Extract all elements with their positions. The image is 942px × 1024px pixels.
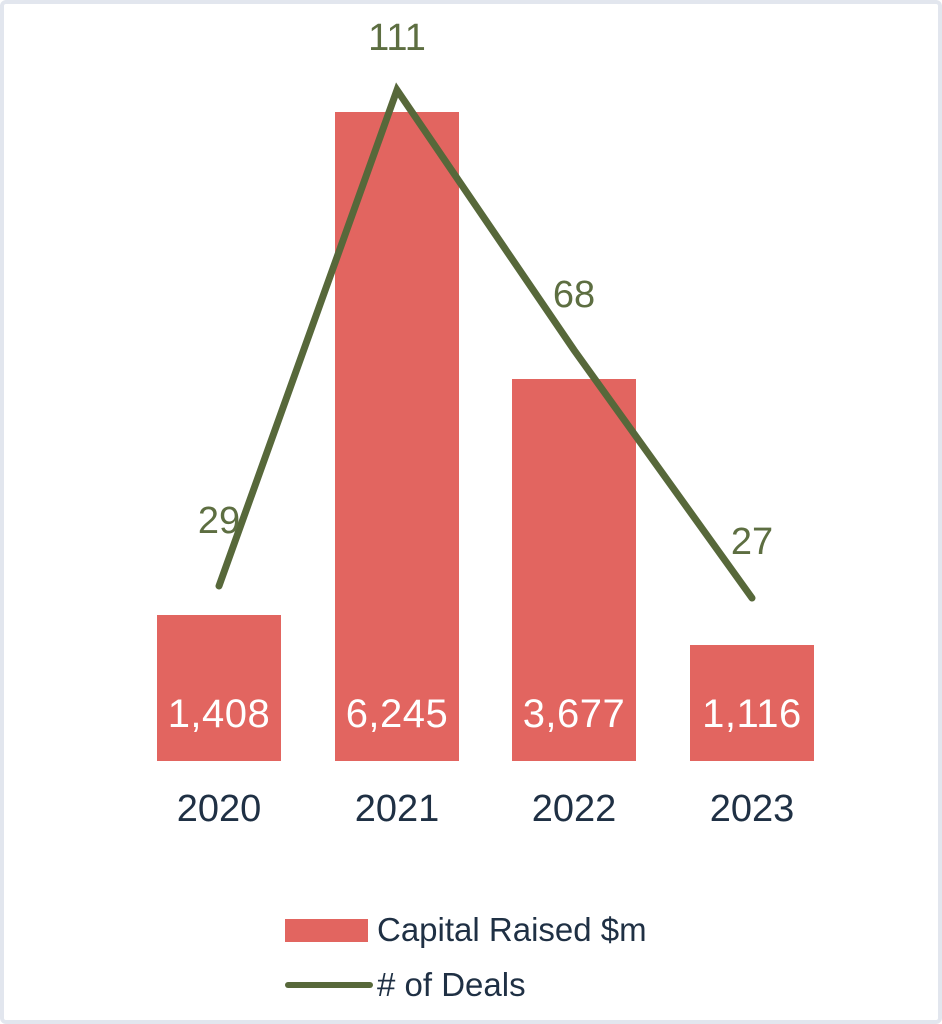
legend-bar-swatch-icon — [285, 918, 368, 942]
legend-label-capital-raised: Capital Raised $m — [377, 911, 647, 948]
legend-line-swatch-icon — [285, 982, 373, 988]
deal-value-label: 29 — [197, 500, 241, 542]
bar-2023 — [690, 645, 814, 761]
x-axis-label-2021: 2021 — [354, 788, 440, 830]
x-axis-label-2020: 2020 — [176, 788, 262, 830]
legend-item-capital-raised: Capital Raised $m — [285, 908, 647, 952]
bar-value-label: 6,245 — [345, 692, 449, 736]
legend-label-deals: # of Deals — [377, 966, 526, 1003]
deal-value-label: 68 — [552, 274, 596, 316]
deal-value-label: 111 — [368, 17, 426, 59]
bar-value-label: 3,677 — [522, 692, 626, 736]
deal-value-label: 27 — [730, 521, 774, 563]
legend-item-deals: # of Deals — [285, 963, 647, 1007]
bar-value-label: 1,408 — [167, 692, 271, 736]
x-axis-label-2022: 2022 — [531, 788, 617, 830]
bar-value-label: 1,116 — [702, 692, 802, 736]
bar-2020 — [157, 615, 281, 761]
deals-line — [215, 82, 756, 602]
x-axis-label-2023: 2023 — [709, 788, 795, 830]
legend: Capital Raised $m # of Deals — [285, 908, 647, 1018]
bar-2021 — [335, 112, 459, 761]
